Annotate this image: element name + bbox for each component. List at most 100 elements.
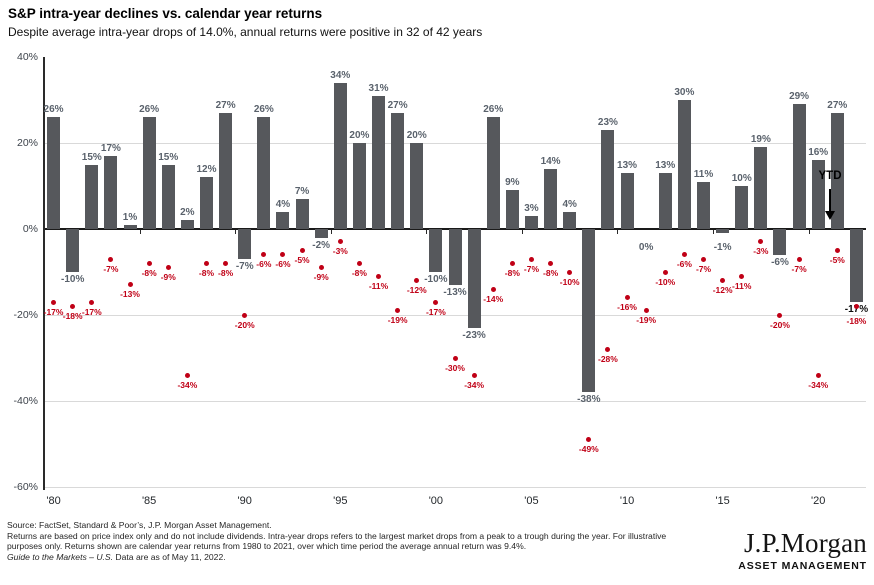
intra-year-decline-dot-2010 (624, 295, 630, 301)
intra-year-decline-label-2001: -30% (445, 362, 465, 373)
x-axis-tick (808, 230, 810, 234)
return-bar-1995 (333, 82, 347, 229)
return-bar-label-1985: 26% (139, 104, 160, 116)
return-bar-label-2017: 19% (750, 134, 771, 146)
intra-year-decline-dot-1992 (280, 252, 286, 258)
x-axis-tick (330, 230, 332, 234)
intra-year-decline-label-2012: -10% (655, 276, 676, 287)
intra-year-decline-dot-2008 (586, 437, 592, 443)
footnote-gttm-title: Guide to the Markets – U.S. (7, 552, 114, 563)
return-bar-1984 (123, 224, 137, 229)
return-bar-label-2004: 9% (505, 177, 520, 189)
return-bar-label-2011: 0% (638, 242, 654, 253)
return-bar-1996 (352, 143, 366, 229)
intra-year-decline-dot-2003 (490, 286, 496, 292)
return-bar-2013 (677, 100, 691, 229)
return-bar-label-2007: 4% (562, 198, 577, 210)
intra-year-decline-label-2020: -34% (808, 379, 829, 390)
return-bar-2008 (582, 229, 596, 393)
gridline (44, 400, 866, 402)
x-axis-tick (713, 230, 715, 234)
y-axis-tick-label: 40% (16, 51, 38, 63)
intra-year-decline-label-1980: -17% (43, 306, 64, 317)
intra-year-decline-dot-1996 (356, 260, 362, 266)
intra-year-decline-label-1994: -9% (313, 272, 329, 283)
return-bar-2018 (773, 229, 787, 255)
return-bar-1980 (47, 117, 61, 229)
intra-year-decline-dot-1989 (223, 260, 229, 266)
intra-year-decline-label-2004: -8% (504, 267, 520, 278)
intra-year-decline-label-1999: -12% (406, 285, 427, 296)
intra-year-decline-dot-2012 (662, 269, 668, 275)
return-bar-2015 (716, 229, 730, 234)
return-bar-2010 (620, 173, 634, 229)
return-bar-2000 (429, 229, 443, 272)
intra-year-decline-label-1996: -8% (351, 267, 367, 278)
return-bar-label-1988: 12% (196, 164, 217, 176)
footnote-body: Returns are based on price index only an… (7, 530, 667, 552)
intra-year-decline-dot-1995 (337, 239, 343, 245)
return-bar-2001 (448, 229, 462, 285)
intra-year-decline-dot-2000 (433, 299, 439, 305)
intra-year-decline-dot-2007 (567, 269, 573, 275)
y-axis-tick-label: -20% (13, 309, 38, 321)
return-bar-label-2013: 30% (674, 87, 695, 98)
intra-year-decline-dot-2002 (471, 372, 477, 378)
return-bar-2017 (754, 147, 768, 229)
return-bar-label-1995: 34% (330, 69, 351, 81)
ytd-arrow-icon (829, 189, 831, 212)
x-axis-year-label: '20 (811, 495, 826, 507)
return-bar-2019 (792, 104, 806, 229)
intra-year-decline-label-1990: -20% (234, 319, 255, 330)
return-bar-label-2019: 29% (789, 91, 810, 103)
return-bar-2020 (811, 160, 825, 229)
return-bar-1992 (276, 211, 290, 229)
intra-year-decline-dot-2014 (701, 256, 706, 262)
intra-year-decline-label-1985: -8% (141, 267, 157, 278)
return-bar-label-2020: 16% (808, 147, 829, 159)
return-bar-1982 (85, 164, 99, 229)
intra-year-decline-dot-1997 (376, 273, 382, 279)
intra-year-decline-dot-2020 (815, 372, 821, 378)
return-bar-1981 (66, 229, 80, 272)
return-bar-label-2021: 27% (827, 99, 848, 111)
x-axis-tick (235, 230, 237, 234)
return-bar-label-2008: -38% (577, 394, 601, 406)
intra-year-decline-label-2019: -7% (791, 263, 807, 274)
intra-year-decline-label-2005: -7% (523, 263, 540, 274)
y-axis-line (43, 57, 45, 490)
return-bar-label-2003: 26% (483, 104, 504, 116)
chart-title: S&P intra-year declines vs. calendar yea… (8, 6, 323, 21)
return-bar-1986 (161, 164, 175, 229)
chart-area: 40% 20% 0% -20% -40% -60% '80 '85 '90 '95 '00 '05 '1… (13, 51, 868, 507)
intra-year-decline-label-2010: -16% (617, 302, 637, 313)
intra-year-decline-label-1998: -19% (387, 315, 408, 326)
x-axis-tick (426, 230, 428, 234)
intra-year-decline-dot-1993 (299, 248, 305, 253)
return-bar-label-2014: 11% (693, 168, 714, 180)
x-axis-tick (617, 230, 619, 234)
intra-year-decline-dot-1982 (89, 299, 95, 305)
return-bar-label-1984: 1% (122, 211, 138, 223)
intra-year-decline-dot-1983 (108, 256, 114, 262)
intra-year-decline-label-2002: -34% (464, 379, 485, 390)
intra-year-decline-dot-1981 (70, 303, 76, 309)
intra-year-decline-dot-1999 (414, 278, 420, 284)
intra-year-decline-dot-2016 (739, 273, 745, 279)
return-bar-label-2015: -1% (713, 242, 732, 253)
intra-year-decline-label-2018: -20% (770, 319, 790, 330)
x-axis-year-label: '05 (524, 495, 539, 507)
y-axis-tick-label: -40% (13, 395, 38, 407)
return-bar-2006 (544, 168, 558, 229)
return-bar-label-1989: 27% (215, 99, 236, 111)
intra-year-decline-label-1992: -6% (275, 259, 291, 270)
intra-year-decline-label-2008: -49% (578, 444, 599, 455)
intra-year-decline-label-1986: -9% (160, 272, 176, 283)
return-bar-1989 (219, 112, 233, 229)
return-bar-2005 (524, 216, 538, 229)
return-bar-label-1987: 2% (180, 207, 195, 219)
intra-year-decline-label-2014: -7% (695, 263, 712, 274)
intra-year-decline-dot-2018 (777, 312, 783, 318)
return-bar-label-1996: 20% (349, 130, 370, 141)
intra-year-decline-dot-2017 (758, 239, 764, 245)
